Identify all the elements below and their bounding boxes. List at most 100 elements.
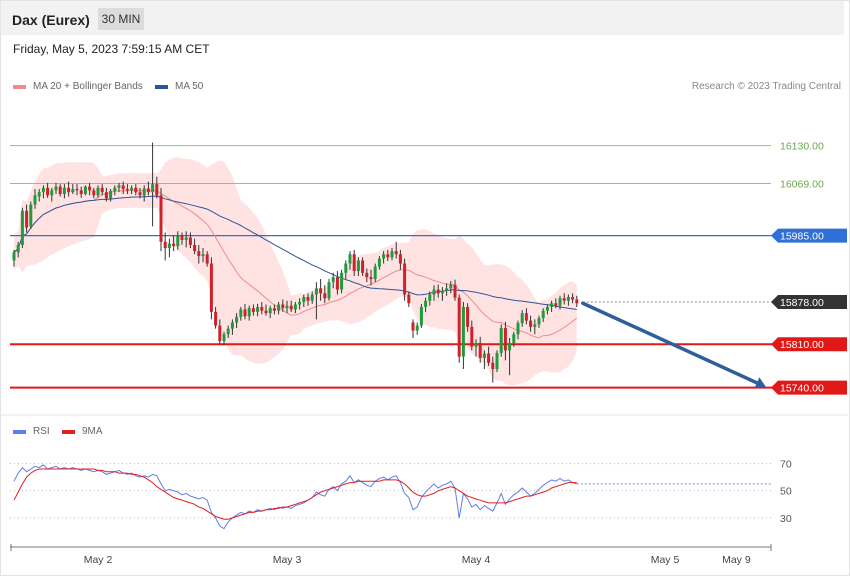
candle-up xyxy=(373,266,377,280)
candle-down xyxy=(398,254,402,264)
candle-down xyxy=(323,293,327,299)
candle-down xyxy=(159,195,163,242)
candle-up xyxy=(130,187,134,191)
candle-down xyxy=(436,289,440,294)
candle-down xyxy=(281,304,285,309)
candle-down xyxy=(529,320,533,327)
ma20-swatch xyxy=(13,84,26,89)
candle-up xyxy=(541,310,545,319)
candle-down xyxy=(188,237,192,245)
candle-up xyxy=(235,316,239,323)
candle-down xyxy=(121,185,125,190)
candle-up xyxy=(96,187,100,196)
candle-up xyxy=(109,190,113,199)
candle-up xyxy=(239,309,243,317)
candle-up xyxy=(201,254,205,257)
candle-up xyxy=(226,328,230,335)
candle-up xyxy=(37,192,41,197)
candle-down xyxy=(125,189,129,191)
candle-up xyxy=(310,294,314,301)
candle-down xyxy=(411,322,415,331)
forecast-arrow-shaft xyxy=(581,301,759,385)
bollinger-band xyxy=(14,157,577,386)
candle-down xyxy=(146,188,150,193)
candle-down xyxy=(104,192,108,199)
bollinger-band-area xyxy=(14,157,577,386)
rsi-ma-label: 9MA xyxy=(82,426,103,437)
candle-up xyxy=(558,298,562,306)
rsi-tick-label: 30 xyxy=(780,513,792,525)
candle-down xyxy=(554,303,558,306)
candle-down xyxy=(92,190,96,196)
candle-down xyxy=(335,277,339,290)
candle-down xyxy=(457,297,461,357)
candle-up xyxy=(117,185,121,188)
candle-up xyxy=(550,303,554,307)
candle-down xyxy=(209,263,213,312)
interval-badge[interactable]: 30 MIN xyxy=(98,8,144,30)
level-lines xyxy=(10,145,779,389)
candle-down xyxy=(361,260,365,273)
candle-down xyxy=(79,190,83,195)
candle-up xyxy=(83,186,87,195)
candle-down xyxy=(369,277,373,280)
candle-down xyxy=(306,297,310,301)
forecast-arrow xyxy=(581,301,766,389)
candle-down xyxy=(172,243,176,247)
level-tag-5 xyxy=(771,380,847,395)
candle-up xyxy=(16,244,20,253)
top-bar: Dax (Eurex) 30 MIN xyxy=(1,1,844,35)
candle-down xyxy=(155,184,159,196)
rsi-line xyxy=(13,464,577,530)
candle-up xyxy=(298,302,302,305)
candle-down xyxy=(134,187,138,193)
datetime-label: Friday, May 5, 2023 7:59:15 AM CET xyxy=(13,42,210,56)
level-label-3: 15878.00 xyxy=(780,297,824,309)
candle-down xyxy=(524,313,528,321)
candle-up xyxy=(348,254,352,264)
rsi-tick-label: 50 xyxy=(780,486,792,498)
level-label-5: 15740.00 xyxy=(780,383,824,395)
candle-up xyxy=(545,306,549,311)
candle-up xyxy=(520,313,524,324)
ma50-line xyxy=(13,195,577,310)
candle-up xyxy=(377,258,381,267)
candle-up xyxy=(566,297,570,301)
legend-ma20: MA 20 + Bollinger Bands xyxy=(13,81,143,92)
candle-up xyxy=(512,334,516,343)
candle-up xyxy=(256,306,260,312)
level-label-0: 16130.00 xyxy=(780,141,824,153)
forecast-arrow-head xyxy=(754,377,766,389)
candle-down xyxy=(163,241,167,249)
candle-down xyxy=(319,288,323,294)
candle-up xyxy=(356,260,360,271)
candle-down xyxy=(453,284,457,298)
candle-up xyxy=(268,308,272,314)
ma50-swatch xyxy=(155,84,168,89)
candle-up xyxy=(277,304,281,311)
candle-up xyxy=(293,304,297,310)
level-label-4: 15810.00 xyxy=(780,339,824,351)
candle-down xyxy=(272,308,276,311)
legend-rsi: RSI xyxy=(13,426,50,437)
candle-up xyxy=(29,204,33,227)
x-tick-label: May 5 xyxy=(651,554,680,566)
candle-down xyxy=(88,186,92,191)
candle-up xyxy=(62,187,66,195)
candle-down xyxy=(58,186,62,195)
candle-up xyxy=(499,328,503,353)
candle-up xyxy=(415,325,419,331)
candle-up xyxy=(382,254,386,259)
candle-up xyxy=(71,189,75,193)
candle-down xyxy=(75,189,79,191)
candle-down xyxy=(289,305,293,310)
candle-down xyxy=(403,263,407,295)
candle-down xyxy=(25,210,29,228)
candle-up xyxy=(537,318,541,325)
candle-up xyxy=(390,251,394,258)
candle-down xyxy=(575,299,579,304)
candle-down xyxy=(197,251,201,257)
candle-up xyxy=(449,284,453,289)
level-tag-4 xyxy=(771,337,847,352)
